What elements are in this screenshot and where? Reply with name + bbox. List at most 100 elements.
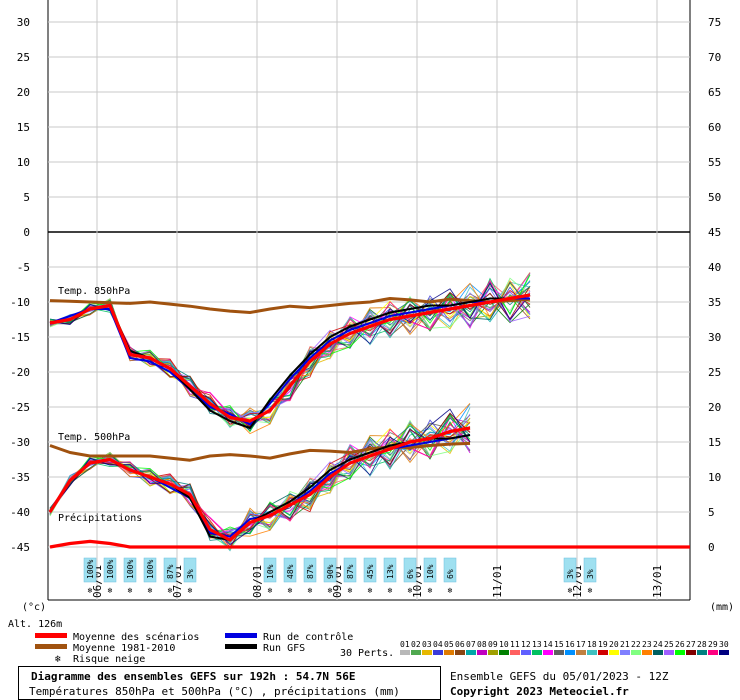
- snow-risk-bar: [443, 557, 457, 583]
- snowflake-icon: ❄: [108, 586, 113, 595]
- legend-mean: Moyenne des scénarios: [73, 631, 199, 643]
- perturbation-line: [49, 300, 531, 429]
- legend-pert-swatch: [587, 650, 597, 655]
- legend-pert-number: 02: [411, 640, 421, 649]
- legend-swatch-gfs: [225, 644, 257, 649]
- snow-risk-bar: [163, 557, 177, 583]
- snow-risk-bar: [423, 557, 437, 583]
- legend-pert-swatch: [543, 650, 553, 655]
- y-tick-label-left: -15: [10, 331, 30, 344]
- snow-risk-label: 100%: [126, 560, 135, 579]
- legend-pert-swatch: [620, 650, 630, 655]
- snow-risk-label: 87%: [306, 564, 315, 579]
- legend-snow: Risque neige: [73, 654, 145, 665]
- snow-risk-label: 3%: [566, 569, 575, 579]
- legend-gfs: Run GFS: [263, 643, 305, 654]
- legend-pert-swatch: [653, 650, 663, 655]
- chart-title: Diagramme des ensembles GEFS sur 192h : …: [31, 670, 356, 683]
- legend-pert-number: 06: [455, 640, 465, 649]
- legend-pert-number: 24: [653, 640, 663, 649]
- legend-pert-number: 18: [587, 640, 597, 649]
- snowflake-icon: ❄: [188, 586, 193, 595]
- legend-pert-swatch: [521, 650, 531, 655]
- series-line-t500: [49, 434, 471, 541]
- y-tick-label-left: -45: [10, 541, 30, 554]
- legend-pert-number: 22: [631, 640, 641, 649]
- legend-pert-swatch: [554, 650, 564, 655]
- y-tick-label-left: 30: [17, 16, 30, 29]
- series-line-t850: [49, 297, 531, 314]
- snow-risk-bar: [263, 557, 277, 583]
- legend-pert-swatch: [675, 650, 685, 655]
- y-tick-label-right: 40: [708, 261, 721, 274]
- snow-risk-label: 10%: [266, 564, 275, 579]
- ensemble-perturbations: [49, 272, 531, 552]
- y-tick-label-left: 25: [17, 51, 30, 64]
- snow-risk-bar: [103, 557, 117, 583]
- snowflake-icon: ❄: [388, 586, 393, 595]
- legend-pert-swatch: [411, 650, 421, 655]
- copyright: Copyright 2023 Meteociel.fr: [450, 685, 629, 698]
- snowflake-icon: ❄: [308, 586, 313, 595]
- y-tick-label-right: 10: [708, 471, 721, 484]
- legend-pert-swatch: [433, 650, 443, 655]
- x-tick-label: 11/01: [491, 565, 504, 598]
- y-tick-label-left: -25: [10, 401, 30, 414]
- panel-label-precip: Précipitations: [58, 512, 142, 524]
- legend-swatch-clim: [35, 644, 67, 649]
- legend-pert-swatch: [598, 650, 608, 655]
- snow-risk-label: 87%: [346, 564, 355, 579]
- legend-pert-swatch: [422, 650, 432, 655]
- legend-pert-number: 17: [576, 640, 586, 649]
- snow-risk-label: 13%: [386, 564, 395, 579]
- legend-pert-number: 10: [499, 640, 509, 649]
- y-tick-label-left: -10: [10, 296, 30, 309]
- legend-pert-number: 19: [598, 640, 608, 649]
- legend-pert-swatch: [510, 650, 520, 655]
- snowflake-icon: ❄: [168, 586, 173, 595]
- altitude-label: Alt. 126m: [8, 619, 62, 630]
- snow-risk-label: 45%: [366, 564, 375, 579]
- y-tick-label-left: 5: [23, 191, 30, 204]
- snowflake-icon: ❄: [288, 586, 293, 595]
- snowflake-icon: ❄: [568, 586, 573, 595]
- legend-pert-number: 15: [554, 640, 564, 649]
- y-tick-label-right: 75: [708, 16, 721, 29]
- run-info: Ensemble GEFS du 05/01/2023 - 12Z: [450, 670, 669, 683]
- legend-pert-number: 03: [422, 640, 432, 649]
- snow-risk-label: 48%: [286, 564, 295, 579]
- snow-risk-label: 3%: [586, 569, 595, 579]
- legend-pert-swatch: [565, 650, 575, 655]
- legend-pert-swatch: [466, 650, 476, 655]
- y-tick-label-right: 0: [708, 541, 715, 554]
- snow-risk-label: 3%: [186, 569, 195, 579]
- snow-risk-bar: [123, 557, 137, 583]
- legend-pert-number: 14: [543, 640, 553, 649]
- snow-risk-bar: [283, 557, 297, 583]
- snow-risk-bar: [323, 557, 337, 583]
- y-tick-label-left: 0: [23, 226, 30, 239]
- y-tick-label-right: 30: [708, 331, 721, 344]
- series-line-t500: [48, 426, 471, 542]
- series-line-t850: [49, 293, 531, 423]
- snowflake-icon: ❄: [368, 586, 373, 595]
- legend-pert-swatch: [400, 650, 410, 655]
- panel-label-t500: Temp. 500hPa: [58, 432, 130, 443]
- legend-control: Run de contrôle: [263, 631, 353, 643]
- x-tick-label: 13/01: [651, 565, 664, 598]
- legend-swatch-mean: [35, 633, 67, 638]
- legend-pert-swatch: [576, 650, 586, 655]
- snow-risk-bar: [363, 557, 377, 583]
- y-tick-label-right: 60: [708, 121, 721, 134]
- snowflake-icon: ❄: [348, 586, 353, 595]
- snowflake-icon: ❄: [128, 586, 133, 595]
- series-line-precip: [49, 539, 470, 549]
- legend-pert-number: 09: [488, 640, 498, 649]
- snowflake-icon: ❄: [268, 586, 273, 595]
- snow-risk-label: 100%: [106, 560, 115, 579]
- chart-subtitle: Températures 850hPa et 500hPa (°C) , pré…: [29, 685, 400, 698]
- legend-pert-swatch: [686, 650, 696, 655]
- snow-risk-bar: [403, 557, 417, 583]
- snowflake-icon: ❄: [148, 586, 153, 595]
